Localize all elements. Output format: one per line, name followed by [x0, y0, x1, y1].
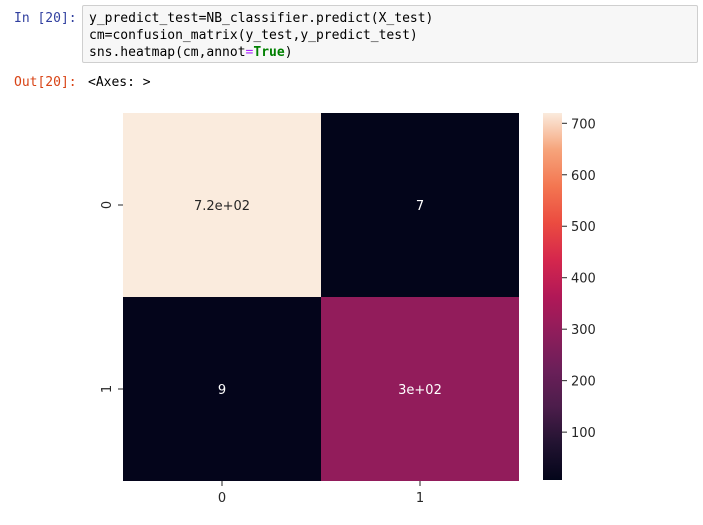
code-line-2: cm=confusion_matrix(y_test,y_predict_tes…: [89, 28, 418, 43]
colorbar-tick-label-400: 400: [571, 272, 596, 287]
code-line-1: y_predict_test=NB_classifier.predict(X_t…: [89, 11, 434, 26]
input-prompt: In [20]:: [14, 11, 77, 26]
heatmap-cell-1-0: [123, 297, 321, 481]
heatmap-cell-1-1: [321, 297, 519, 481]
colorbar-tick-label-300: 300: [571, 323, 596, 338]
code-line-3: sns.heatmap(cm,annot=True): [89, 45, 293, 60]
output-prompt: Out[20]:: [14, 75, 77, 90]
x-tick-label-1: 1: [416, 491, 424, 506]
output-text: <Axes: >: [88, 75, 151, 90]
colorbar-gradient: [543, 113, 562, 480]
heatmap-axes: 0 1 0 1: [100, 201, 424, 506]
colorbar-tick-label-500: 500: [571, 220, 596, 235]
code-operator: =: [245, 45, 254, 60]
cell-annotation-1-1: 3e+02: [398, 383, 442, 398]
heatmap-cells: 7.2e+02 7 9 3e+02: [123, 113, 519, 481]
code-editor[interactable]: y_predict_test=NB_classifier.predict(X_t…: [89, 10, 433, 61]
code-line-3-end: ): [284, 45, 293, 60]
cell-annotation-0-0: 7.2e+02: [194, 199, 250, 214]
heatmap-cell-0-0: [123, 113, 321, 297]
heatmap-cell-0-1: [321, 113, 519, 297]
y-tick-label-1: 1: [100, 385, 115, 393]
colorbar-tick-label-200: 200: [571, 375, 596, 390]
colorbar-tick-label-100: 100: [571, 426, 596, 441]
code-keyword: True: [253, 45, 285, 60]
code-line-3-start: sns.heatmap(cm,annot: [89, 45, 246, 60]
colorbar-tick-label-600: 600: [571, 169, 596, 184]
y-tick-label-0: 0: [100, 201, 115, 209]
x-tick-label-0: 0: [218, 491, 226, 506]
colorbar-tick-label-700: 700: [571, 117, 596, 132]
cell-annotation-0-1: 7: [416, 199, 424, 214]
colorbar: 100 200 300 400 500 600 700: [543, 113, 596, 480]
code-cell[interactable]: y_predict_test=NB_classifier.predict(X_t…: [82, 5, 698, 63]
cell-annotation-1-0: 9: [218, 383, 226, 398]
